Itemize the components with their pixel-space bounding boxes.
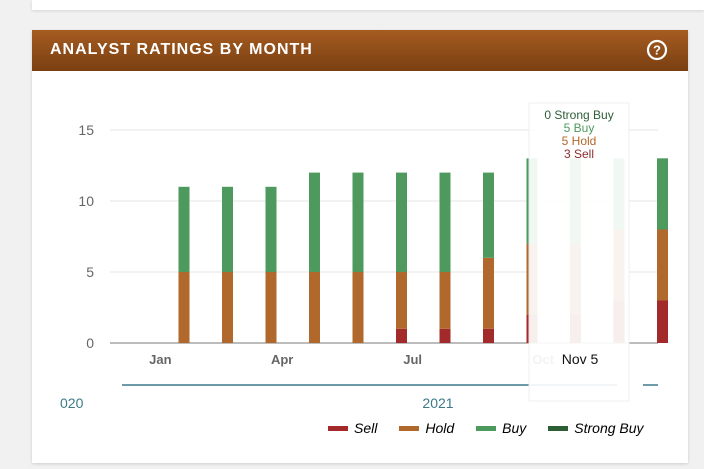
legend-item-strong-buy[interactable]: Strong Buy — [548, 420, 644, 436]
bar-hold-8 — [483, 257, 494, 329]
tooltip-line-4: 3 Sell — [564, 147, 594, 161]
x-axis-label-jul: Jul — [403, 352, 422, 367]
legend-label-hold: Hold — [425, 420, 455, 436]
bar-buy-1 — [178, 186, 190, 272]
legend-item-hold[interactable]: Hold — [399, 420, 454, 436]
y-tick-label-5: 5 — [86, 264, 94, 280]
y-tick-label-15: 15 — [78, 122, 94, 138]
tooltip-bar-sell — [657, 300, 668, 343]
tooltip-line-3: 5 Hold — [562, 134, 597, 148]
bar-buy-7 — [439, 172, 451, 272]
bar-buy-5 — [352, 172, 364, 272]
legend-swatch-buy — [476, 425, 497, 431]
navigator-label-1: 020 — [60, 395, 84, 411]
bar-buy-8 — [483, 172, 494, 258]
navigator-label-2: 2021 — [422, 395, 453, 411]
x-axis-label-apr: Apr — [271, 352, 293, 367]
bar-buy-2 — [222, 186, 233, 272]
svg-text:?: ? — [653, 43, 661, 58]
legend-swatch-hold — [399, 425, 420, 431]
bar-hold-7 — [439, 272, 451, 329]
legend-label-strong-buy: Strong Buy — [574, 420, 644, 436]
previous-card — [32, 0, 704, 10]
question-circle-icon[interactable]: ? — [646, 39, 668, 61]
chart-legend: Sell Hold Buy Strong Buy — [328, 419, 644, 437]
bar-sell-7 — [439, 328, 451, 343]
bar-buy-6 — [396, 172, 407, 272]
bar-hold-4 — [309, 272, 320, 343]
bar-hold-3 — [265, 272, 277, 343]
tooltip-date-label: Nov 5 — [562, 351, 599, 367]
tooltip-line-2: 5 Buy — [564, 121, 595, 135]
tooltip-bar-buy — [657, 158, 668, 230]
legend-label-buy: Buy — [502, 420, 527, 436]
tooltip-line-1: 0 Strong Buy — [544, 108, 613, 122]
bar-hold-6 — [396, 272, 407, 329]
bar-sell-8 — [483, 328, 494, 343]
card-title: ANALYST RATINGS BY MONTH — [50, 41, 313, 58]
bar-hold-5 — [352, 272, 364, 343]
tooltip-bar-hold — [657, 229, 668, 301]
bar-sell-6 — [396, 328, 407, 343]
legend-item-buy[interactable]: Buy — [476, 420, 526, 436]
bar-hold-1 — [178, 272, 190, 343]
bar-hold-2 — [222, 272, 233, 343]
legend-swatch-sell — [328, 425, 348, 431]
y-tick-label-10: 10 — [78, 193, 94, 209]
y-tick-label-0: 0 — [86, 335, 94, 351]
legend-swatch-strong-buy — [548, 425, 569, 431]
tooltip-box — [528, 102, 630, 402]
card-header: ANALYST RATINGS BY MONTH ? — [32, 30, 688, 71]
x-axis-label-jan: Jan — [149, 352, 171, 367]
bar-buy-3 — [265, 186, 277, 272]
legend-label-sell: Sell — [354, 420, 378, 436]
bar-buy-4 — [309, 172, 320, 272]
legend-item-sell[interactable]: Sell — [328, 420, 377, 436]
